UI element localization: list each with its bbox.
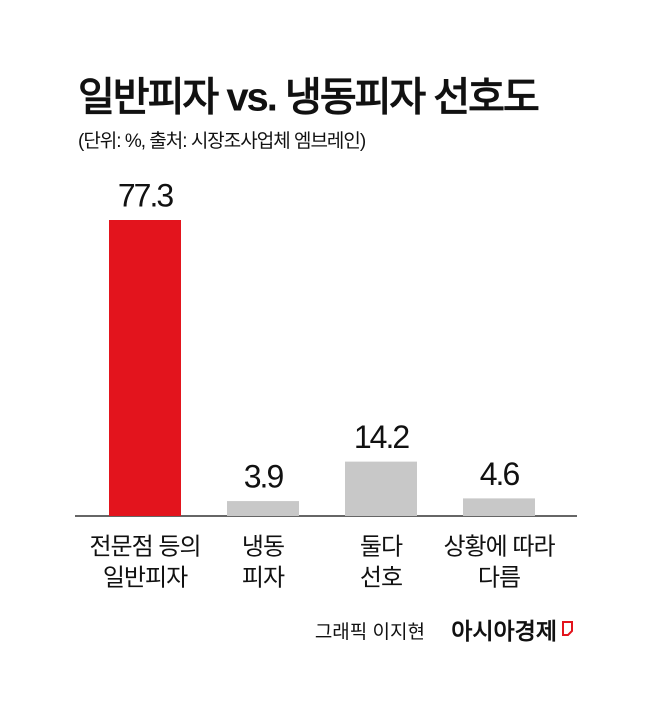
brand-icon bbox=[562, 621, 573, 636]
x-tick-label: 일반피자 bbox=[103, 564, 188, 591]
x-tick-label: 둘다 bbox=[360, 533, 403, 560]
brand: 아시아경제 bbox=[451, 618, 557, 644]
chart-subtitle: (단위: %, 출처: 시장조사업체 엠브레인) bbox=[78, 130, 366, 152]
x-tick-label: 전문점 등의 bbox=[89, 533, 200, 560]
value-label: 4.6 bbox=[480, 456, 520, 492]
value-label: 14.2 bbox=[354, 419, 409, 455]
value-label: 77.3 bbox=[118, 177, 173, 213]
chart-title: 일반피자 vs. 냉동피자 선호도 bbox=[78, 76, 539, 120]
x-tick-label: 선호 bbox=[360, 564, 402, 591]
bar bbox=[345, 461, 417, 516]
x-tick-label: 피자 bbox=[242, 564, 285, 591]
value-label: 3.9 bbox=[244, 459, 284, 495]
credit: 그래픽 이지현 bbox=[315, 621, 425, 643]
bar bbox=[463, 498, 535, 516]
bar bbox=[227, 501, 299, 516]
bar bbox=[109, 220, 181, 516]
x-tick-label: 상황에 따라 bbox=[443, 533, 555, 560]
x-tick-label: 다름 bbox=[478, 564, 520, 591]
x-tick-label: 냉동 bbox=[242, 533, 284, 560]
